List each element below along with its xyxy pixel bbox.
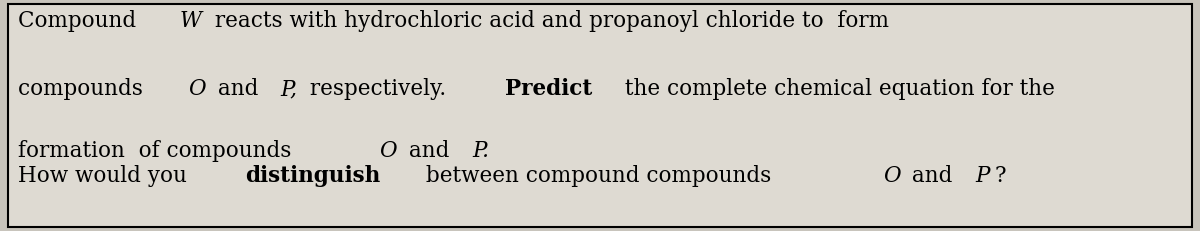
- Text: reacts with hydrochloric acid and propanoyl chloride to  form: reacts with hydrochloric acid and propan…: [208, 10, 889, 32]
- Text: P.: P.: [473, 140, 490, 162]
- Text: and: and: [906, 165, 960, 187]
- Text: respectively.: respectively.: [302, 78, 460, 100]
- Text: the complete chemical equation for the: the complete chemical equation for the: [618, 78, 1055, 100]
- Text: W: W: [179, 10, 202, 32]
- Text: O: O: [188, 78, 205, 100]
- Text: compounds: compounds: [18, 78, 150, 100]
- Text: Compound: Compound: [18, 10, 143, 32]
- FancyBboxPatch shape: [8, 4, 1192, 227]
- Text: and: and: [211, 78, 265, 100]
- Text: O: O: [883, 165, 900, 187]
- Text: distinguish: distinguish: [245, 165, 380, 187]
- Text: P: P: [976, 165, 990, 187]
- Text: P,: P,: [281, 78, 298, 100]
- Text: between compound compounds: between compound compounds: [419, 165, 779, 187]
- Text: ?: ?: [994, 165, 1006, 187]
- Text: How would you: How would you: [18, 165, 193, 187]
- Text: O: O: [379, 140, 397, 162]
- Text: Predict: Predict: [505, 78, 593, 100]
- Text: formation  of compounds: formation of compounds: [18, 140, 299, 162]
- Text: and: and: [402, 140, 457, 162]
